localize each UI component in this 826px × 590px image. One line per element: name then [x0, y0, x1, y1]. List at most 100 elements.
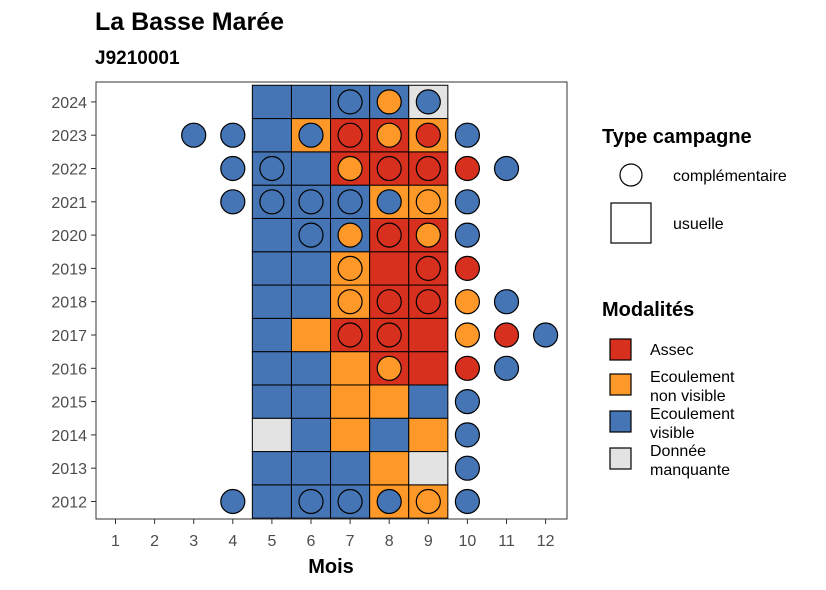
complementary-point-2016-11 [493, 355, 520, 381]
legend-square-key [610, 202, 652, 244]
complementary-point-2023-7 [337, 122, 363, 148]
complementary-point-2017-7 [337, 322, 363, 348]
complementary-point-2012-4 [220, 488, 246, 515]
complementary-point-2021-9 [415, 189, 441, 215]
y-tick-label: 2020 [51, 228, 87, 245]
complementary-point-2012-10 [454, 488, 480, 515]
complementary-point-2024-9 [415, 89, 441, 115]
complementary-point-2022-11 [493, 155, 520, 182]
complementary-point-2021-5 [259, 189, 285, 215]
y-tick-label: 2015 [51, 395, 87, 412]
x-tick-label: 11 [498, 533, 515, 550]
complementary-point-2024-8 [376, 89, 402, 115]
x-tick-label: 8 [385, 533, 394, 550]
x-tick-label: 5 [267, 533, 276, 550]
legend-modalite-label: Ecoulement [650, 369, 735, 386]
complementary-point-2016-8 [376, 355, 402, 381]
complementary-point-2012-6 [298, 488, 324, 515]
complementary-point-2020-9 [415, 222, 441, 248]
usual-cell-2014-8 [369, 417, 410, 453]
complementary-point-2021-6 [298, 189, 324, 215]
legend-circle-key [619, 163, 643, 187]
chart-subtitle: J9210001 [95, 48, 180, 69]
complementary-point-2012-7 [337, 488, 363, 515]
legend-swatch-assec [609, 338, 632, 361]
chart-title: La Basse Marée [95, 8, 284, 36]
complementary-point-2014-10 [454, 422, 480, 448]
legend-modalite-label: Donnée [650, 443, 706, 460]
usual-cell-2019-8 [369, 251, 410, 286]
complementary-point-2020-6 [298, 222, 324, 248]
legend-type-label: usuelle [673, 216, 724, 233]
complementary-point-2022-7 [337, 155, 363, 182]
usual-cell-2019-5 [251, 251, 292, 286]
x-tick-label: 6 [307, 533, 316, 550]
x-tick-label: 3 [189, 533, 198, 550]
legend-swatch-ecoulement_non_visible [609, 373, 632, 396]
complementary-dots-layer [181, 89, 559, 515]
usual-cell-2013-5 [251, 451, 292, 486]
usual-cell-2020-5 [251, 217, 292, 253]
legend-type-label: complémentaire [673, 168, 787, 185]
x-tick-label: 12 [537, 533, 555, 550]
legend-modalite-label: Ecoulement [650, 406, 735, 423]
complementary-point-2021-7 [337, 189, 363, 215]
usual-cell-2015-7 [330, 384, 371, 419]
y-tick-label: 2022 [51, 162, 87, 179]
complementary-point-2013-10 [454, 455, 480, 481]
complementary-point-2017-12 [532, 322, 559, 348]
x-tick-label: 10 [459, 533, 477, 550]
y-axis: 2012 2013 2014 2015 2016 2017 2018 2019 2020 2021… [51, 95, 96, 512]
usual-cell-2018-6 [290, 284, 332, 319]
usual-cell-2019-6 [290, 251, 332, 286]
usual-cell-2017-9 [408, 317, 449, 353]
complementary-point-2018-7 [337, 289, 363, 315]
usual-cell-2016-5 [251, 351, 292, 386]
complementary-point-2023-9 [415, 122, 441, 148]
complementary-point-2023-10 [454, 122, 480, 148]
usual-cell-2016-9 [408, 351, 449, 386]
y-tick-label: 2017 [51, 328, 87, 345]
usual-cells-layer [251, 84, 449, 519]
complementary-point-2015-10 [454, 389, 480, 415]
legend-type-campagne: Type campagne complémentaire usuelle [602, 126, 787, 244]
complementary-point-2022-4 [220, 155, 246, 182]
complementary-point-2021-8 [376, 189, 402, 215]
legend-modalite-label: visible [650, 425, 695, 442]
complementary-point-2023-3 [181, 122, 207, 148]
complementary-point-2020-7 [337, 222, 363, 248]
usual-cell-2018-5 [251, 284, 292, 319]
usual-cell-2016-7 [330, 351, 371, 386]
complementary-point-2023-8 [376, 122, 402, 148]
usual-cell-2014-6 [290, 417, 332, 453]
usual-cell-2024-6 [290, 84, 332, 120]
complementary-point-2018-11 [493, 289, 520, 315]
usual-cell-2017-5 [251, 317, 292, 353]
x-tick-label: 7 [346, 533, 355, 550]
usual-cell-2017-6 [290, 317, 332, 353]
complementary-point-2020-8 [376, 222, 402, 248]
legend-modalite-label: Assec [650, 342, 694, 359]
usual-cell-2012-5 [251, 484, 292, 519]
complementary-point-2018-9 [415, 289, 441, 315]
y-tick-label: 2016 [51, 361, 87, 378]
complementary-point-2024-7 [337, 89, 363, 115]
complementary-point-2022-10 [454, 155, 480, 182]
y-tick-label: 2013 [51, 461, 87, 478]
x-tick-label: 1 [111, 533, 120, 550]
usual-cell-2013-7 [330, 451, 371, 486]
complementary-point-2023-4 [220, 122, 246, 148]
usual-cell-2013-9 [408, 451, 449, 486]
y-tick-label: 2024 [51, 95, 87, 112]
y-tick-label: 2023 [51, 128, 87, 145]
complementary-point-2012-8 [376, 488, 402, 515]
x-axis: 1 2 3 4 5 6 7 8 9 10 11 12 [111, 519, 555, 550]
usual-cell-2023-5 [251, 118, 292, 153]
x-axis-title: Mois [308, 556, 354, 578]
complementary-point-2017-11 [493, 322, 520, 348]
usual-cell-2013-8 [369, 451, 410, 486]
complementary-point-2021-4 [220, 189, 246, 215]
usual-cell-2014-5 [251, 417, 292, 453]
